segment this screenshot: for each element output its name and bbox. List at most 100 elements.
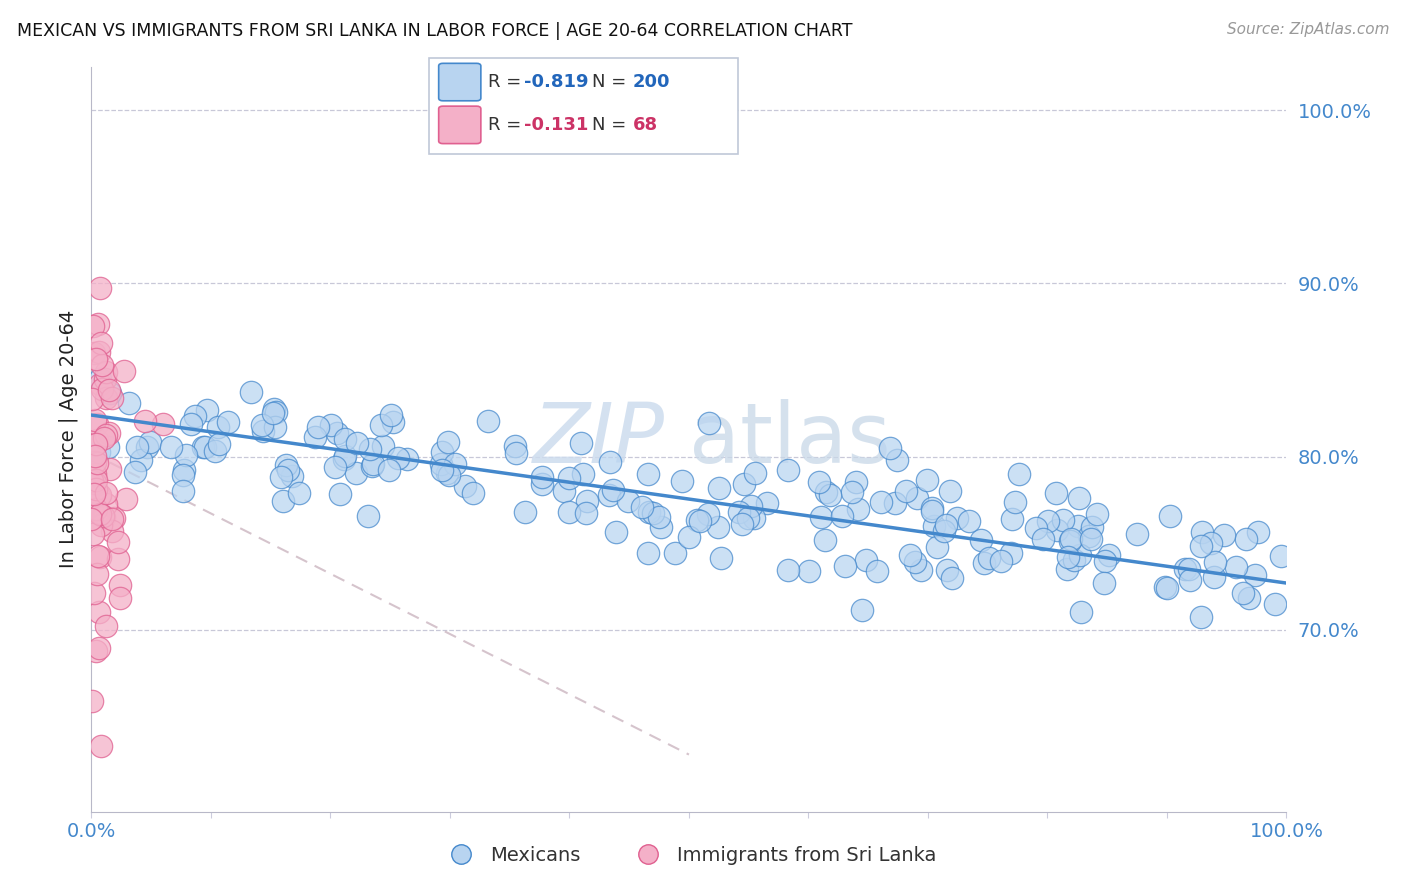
Point [193,440,215,454]
Point [277,463,299,477]
Point [731,516,754,531]
Point [915,473,938,487]
Point [939,484,962,499]
Point [970,533,993,547]
Point [1202,570,1225,584]
Point [98,386,121,401]
Point [1032,532,1054,546]
Point [139,434,162,449]
Point [129,453,152,467]
Point [454,479,477,493]
Point [866,564,889,578]
Point [97,440,120,454]
Point [1270,549,1292,563]
Point [756,496,779,510]
Point [1247,524,1270,539]
Point [689,514,711,528]
Point [108,591,131,605]
Point [84,437,107,451]
Point [97,425,120,440]
Point [946,511,969,525]
Point [883,496,905,510]
Point [1085,508,1108,522]
Point [321,417,343,432]
Point [1098,548,1121,562]
Point [1094,554,1116,568]
Point [531,477,554,491]
Point [598,488,620,502]
Point [553,483,575,498]
Point [82,527,104,541]
Point [807,475,830,489]
Y-axis label: In Labor Force | Age 20-64: In Labor Force | Age 20-64 [58,310,77,568]
Point [664,546,686,560]
Point [1126,527,1149,541]
Point [250,418,273,433]
Point [513,505,536,519]
Point [326,425,349,440]
Point [1060,532,1083,546]
Point [686,513,709,527]
Point [195,403,218,417]
Point [617,493,640,508]
Text: -0.819: -0.819 [524,73,589,91]
Point [990,554,1012,568]
Point [172,484,194,499]
Point [83,455,105,469]
Point [461,485,484,500]
Point [100,512,122,526]
Text: 200: 200 [633,73,671,91]
Point [1080,533,1102,547]
Point [505,446,527,460]
Point [697,417,720,431]
Point [1067,519,1090,533]
Point [208,437,231,451]
Point [437,468,460,483]
Point [370,417,392,432]
Point [86,505,108,519]
Point [778,563,800,577]
Point [1191,525,1213,540]
Point [82,318,104,333]
Point [82,392,104,406]
Point [1264,597,1286,611]
Point [86,417,108,431]
Point [1199,535,1222,549]
Point [572,467,595,481]
Point [378,463,401,477]
Point [1225,559,1247,574]
Point [333,451,356,466]
Point [1189,540,1212,554]
Text: -0.131: -0.131 [524,116,589,134]
Point [650,519,672,533]
Point [86,433,108,447]
Point [1191,610,1213,624]
Point [98,383,121,397]
Point [174,448,197,462]
Point [307,420,329,434]
Point [671,475,693,489]
Point [184,409,207,424]
Point [89,488,111,502]
Point [925,541,948,555]
Point [430,445,453,459]
Point [93,510,115,524]
Point [329,487,352,501]
Point [834,559,856,574]
Point [84,467,107,481]
Point [152,417,174,431]
Point [1159,508,1181,523]
Point [84,413,107,427]
Text: Source: ZipAtlas.com: Source: ZipAtlas.com [1226,22,1389,37]
Point [905,491,928,506]
Point [86,566,108,581]
Point [87,605,110,619]
Point [89,281,111,295]
Point [576,494,599,508]
Point [941,571,963,585]
Point [707,481,730,495]
Point [810,510,832,524]
Point [922,519,945,533]
Point [361,459,384,474]
Point [357,509,380,524]
